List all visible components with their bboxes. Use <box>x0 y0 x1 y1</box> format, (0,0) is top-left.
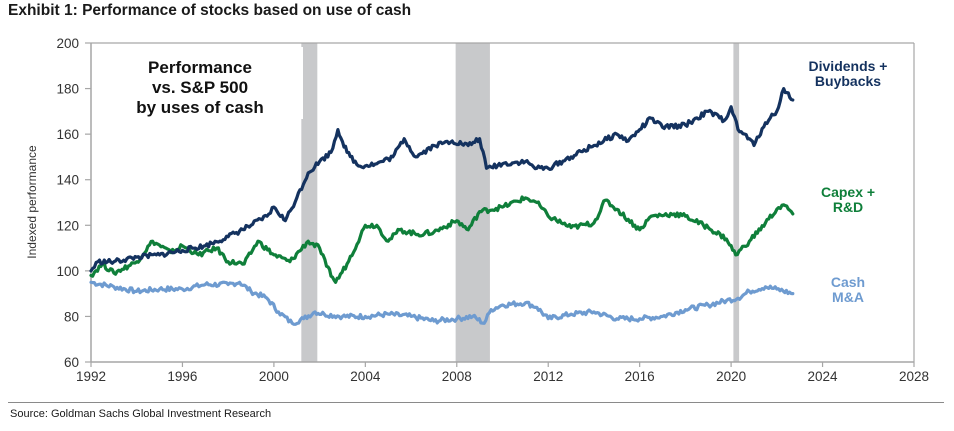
x-tick-label: 1996 <box>167 369 197 384</box>
y-tick-label: 100 <box>56 264 79 279</box>
series-label-dividends-buybacks: Dividends + <box>809 58 888 74</box>
x-tick-label: 1992 <box>76 369 106 384</box>
series-lines <box>89 87 795 326</box>
x-tick-label: 2028 <box>899 369 929 384</box>
x-tick-label: 2004 <box>350 369 381 384</box>
y-tick-label: 60 <box>64 355 79 370</box>
series-label-cash-m-a: Cash <box>831 274 865 290</box>
recession-2001-band <box>301 43 318 362</box>
footer-divider <box>8 402 944 403</box>
performance-chart: 60 80 100 120 140 160 180 200 1992 1996 2000 2004 20… <box>25 36 929 384</box>
recession-shading <box>301 43 740 362</box>
annotation-line: vs. S&P 500 <box>152 78 248 97</box>
source-note: Source: Goldman Sachs Global Investment … <box>10 408 272 420</box>
x-tick-label: 2020 <box>716 369 746 384</box>
series-label-capex-r-d: Capex + <box>821 184 875 200</box>
x-tick-label: 2016 <box>625 369 655 384</box>
x-tick-label: 2024 <box>808 369 839 384</box>
y-tick-label: 140 <box>56 173 79 188</box>
series-line-capex-r-d <box>89 195 795 284</box>
recession-2020-band <box>733 43 740 362</box>
series-line-dividends-buybacks <box>89 87 795 273</box>
y-tick-label: 120 <box>56 218 79 233</box>
y-tick-label: 80 <box>64 309 79 324</box>
x-tick-label: 2000 <box>259 369 289 384</box>
series-label-dividends-buybacks: Buybacks <box>815 73 881 89</box>
annotation-background <box>95 47 303 119</box>
x-tick-label: 2008 <box>442 369 472 384</box>
y-axis-label: Indexed performance <box>25 145 39 259</box>
exhibit-title: Exhibit 1: Performance of stocks based o… <box>8 2 412 19</box>
y-tick-label: 200 <box>56 36 79 51</box>
recession-2008-band <box>455 43 490 362</box>
y-tick-label: 160 <box>56 127 79 142</box>
annotation-line: Performance <box>148 58 252 77</box>
y-tick-label: 180 <box>56 82 79 97</box>
annotation-line: by uses of cash <box>136 98 264 117</box>
x-tick-label: 2012 <box>533 369 563 384</box>
series-label-cash-m-a: M&A <box>832 289 864 305</box>
series-line-cash-m-a <box>89 280 795 326</box>
axes: 60 80 100 120 140 160 180 200 1992 1996 2000 2004 20… <box>56 36 929 384</box>
series-label-capex-r-d: R&D <box>833 199 863 215</box>
